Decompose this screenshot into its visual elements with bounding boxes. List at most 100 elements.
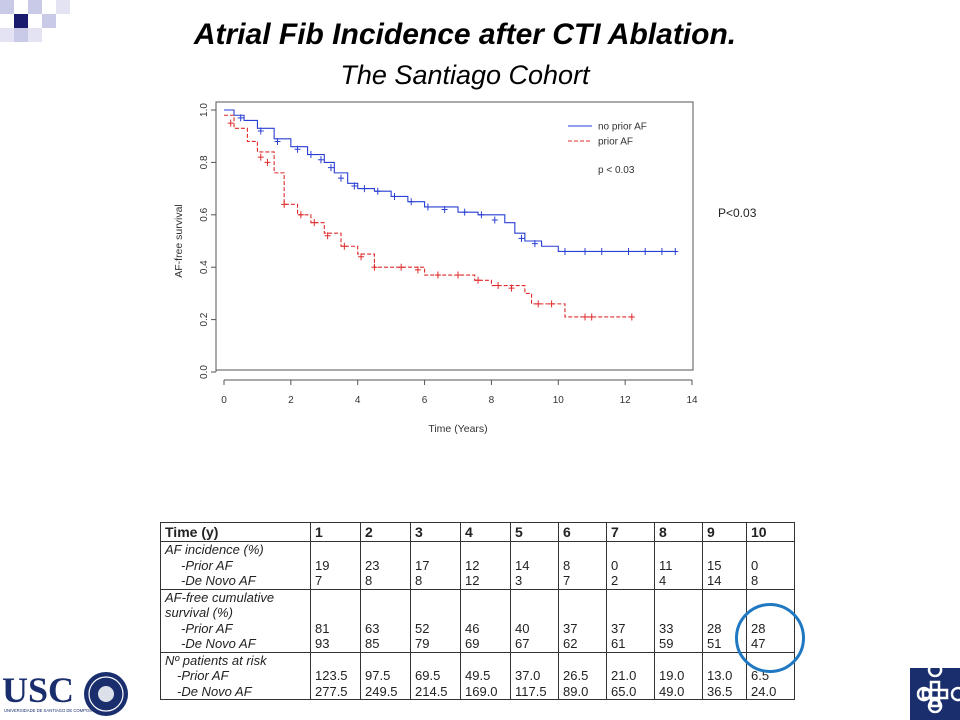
censor-mark xyxy=(257,153,264,161)
table-header-year: 1 xyxy=(310,522,361,542)
table-cell: 37 61 xyxy=(606,588,655,653)
table-cell: 13.0 36.5 xyxy=(702,651,747,700)
censor-mark xyxy=(307,151,314,159)
usc-logo: USC UNIVERSIDADE DE SANTIAGO DE COMPOSTE… xyxy=(2,670,128,716)
section-label: AF incidence (%) -Prior AF -De Novo AF xyxy=(160,541,311,590)
censor-mark xyxy=(672,247,679,255)
table-header-year: 7 xyxy=(606,522,655,542)
censor-mark xyxy=(374,187,381,195)
table-cell: 19.0 49.0 xyxy=(654,651,703,700)
table-cell: 14 3 xyxy=(510,541,559,590)
censor-mark xyxy=(508,284,515,292)
censor-mark xyxy=(628,313,635,321)
summary-table: Time (y) 1 2 3 4 5 6 7 8 9 10 AF incidence (%) -Pri… xyxy=(160,522,795,700)
censor-mark xyxy=(264,158,271,166)
table-cell: 33 59 xyxy=(654,588,703,653)
y-tick-label: 0.8 xyxy=(199,155,210,169)
x-tick-label: 4 xyxy=(355,395,361,406)
highlight-circle xyxy=(735,603,805,673)
table-cell: 52 79 xyxy=(410,588,461,653)
table-cell: 81 93 xyxy=(310,588,361,653)
censor-mark xyxy=(582,247,589,255)
y-tick-label: 0.6 xyxy=(199,207,210,221)
table-cell: 15 14 xyxy=(702,541,747,590)
side-p-value: P<0.03 xyxy=(718,206,757,220)
table-cell: 23 8 xyxy=(360,541,411,590)
censor-mark xyxy=(625,247,632,255)
legend-entry: prior AF xyxy=(598,137,633,148)
x-tick-label: 10 xyxy=(553,395,565,406)
y-tick-label: 0.4 xyxy=(199,260,210,274)
censor-mark xyxy=(317,156,324,164)
censor-mark xyxy=(398,263,405,271)
table-cell: 19 7 xyxy=(310,541,361,590)
table-header-year: 9 xyxy=(702,522,747,542)
table-row: AF incidence (%) -Prior AF -De Novo AF 19 7… xyxy=(160,541,795,590)
censor-mark xyxy=(658,247,665,255)
censor-mark xyxy=(227,119,234,127)
slide-title: Atrial Fib Incidence after CTI Ablation. xyxy=(193,18,737,51)
censor-mark xyxy=(358,253,365,261)
chart-legend: no prior AF prior AF p < 0.03 xyxy=(568,122,647,176)
table-header-year: 10 xyxy=(746,522,795,542)
chart-annotation: p < 0.03 xyxy=(598,165,635,176)
censor-mark xyxy=(338,174,344,182)
table-header-time: Time (y) xyxy=(160,522,311,542)
y-axis-label: AF-free survival xyxy=(173,204,185,278)
censor-mark xyxy=(414,266,421,274)
censor-mark xyxy=(598,247,605,255)
series-line-1 xyxy=(224,109,676,253)
x-tick-label: 2 xyxy=(288,395,294,406)
y-tick-label: 0.2 xyxy=(199,312,210,326)
x-tick-label: 6 xyxy=(422,395,428,406)
censor-mark xyxy=(475,276,482,284)
table-cell: 46 69 xyxy=(460,588,511,653)
table-cell: 37 62 xyxy=(558,588,607,653)
censor-mark xyxy=(441,206,448,214)
censor-mark xyxy=(535,300,542,308)
censor-mark xyxy=(294,145,301,153)
censor-mark xyxy=(361,185,368,193)
santiago-cross-logo xyxy=(910,668,960,720)
table-cell: 17 8 xyxy=(410,541,461,590)
table-cell: 123.5 277.5 xyxy=(310,651,361,700)
section-label: Nº patients at risk -Prior AF -De Novo AF xyxy=(160,651,311,700)
censor-mark xyxy=(461,208,468,216)
censor-mark xyxy=(531,240,538,248)
table-cell: 12 12 xyxy=(460,541,511,590)
censor-mark xyxy=(495,282,502,290)
table-row: Nº patients at risk -Prior AF -De Novo AF … xyxy=(160,651,795,700)
censor-mark xyxy=(434,271,441,279)
x-tick-label: 8 xyxy=(489,395,495,406)
x-tick-label: 0 xyxy=(221,395,227,406)
censor-mark xyxy=(341,242,348,250)
section-label: AF-free cumulative survival (%) -Prior AF -… xyxy=(160,588,311,653)
censor-mark xyxy=(274,137,281,145)
censor-mark xyxy=(424,203,431,211)
y-tick-label: 0.0 xyxy=(199,365,210,379)
censor-mark xyxy=(391,192,398,200)
chart-axes: 0 2 4 6 8 10 12 14 0.0 0.2 0.4 0.6 0.8 1.0 Time (Years… xyxy=(173,101,698,435)
chart-series xyxy=(224,109,679,321)
usc-logo-text: USC xyxy=(2,670,74,710)
censor-mark xyxy=(281,200,288,208)
censor-mark xyxy=(455,271,461,279)
table-header-row: Time (y) 1 2 3 4 5 6 7 8 9 10 xyxy=(160,522,795,542)
table-cell: 11 4 xyxy=(654,541,703,590)
censor-mark xyxy=(324,232,331,240)
table-cell: 69.5 214.5 xyxy=(410,651,461,700)
table-header-year: 6 xyxy=(558,522,607,542)
x-tick-label: 12 xyxy=(620,395,632,406)
x-axis-label: Time (Years) xyxy=(428,423,487,435)
censor-mark xyxy=(351,182,358,190)
censor-mark xyxy=(408,198,415,206)
censor-mark xyxy=(371,263,378,271)
table-cell: 37.0 117.5 xyxy=(510,651,559,700)
censor-mark xyxy=(327,164,334,172)
censor-mark xyxy=(548,300,555,308)
table-header-year: 4 xyxy=(460,522,511,542)
table-header-year: 3 xyxy=(410,522,461,542)
censor-mark xyxy=(582,313,589,321)
